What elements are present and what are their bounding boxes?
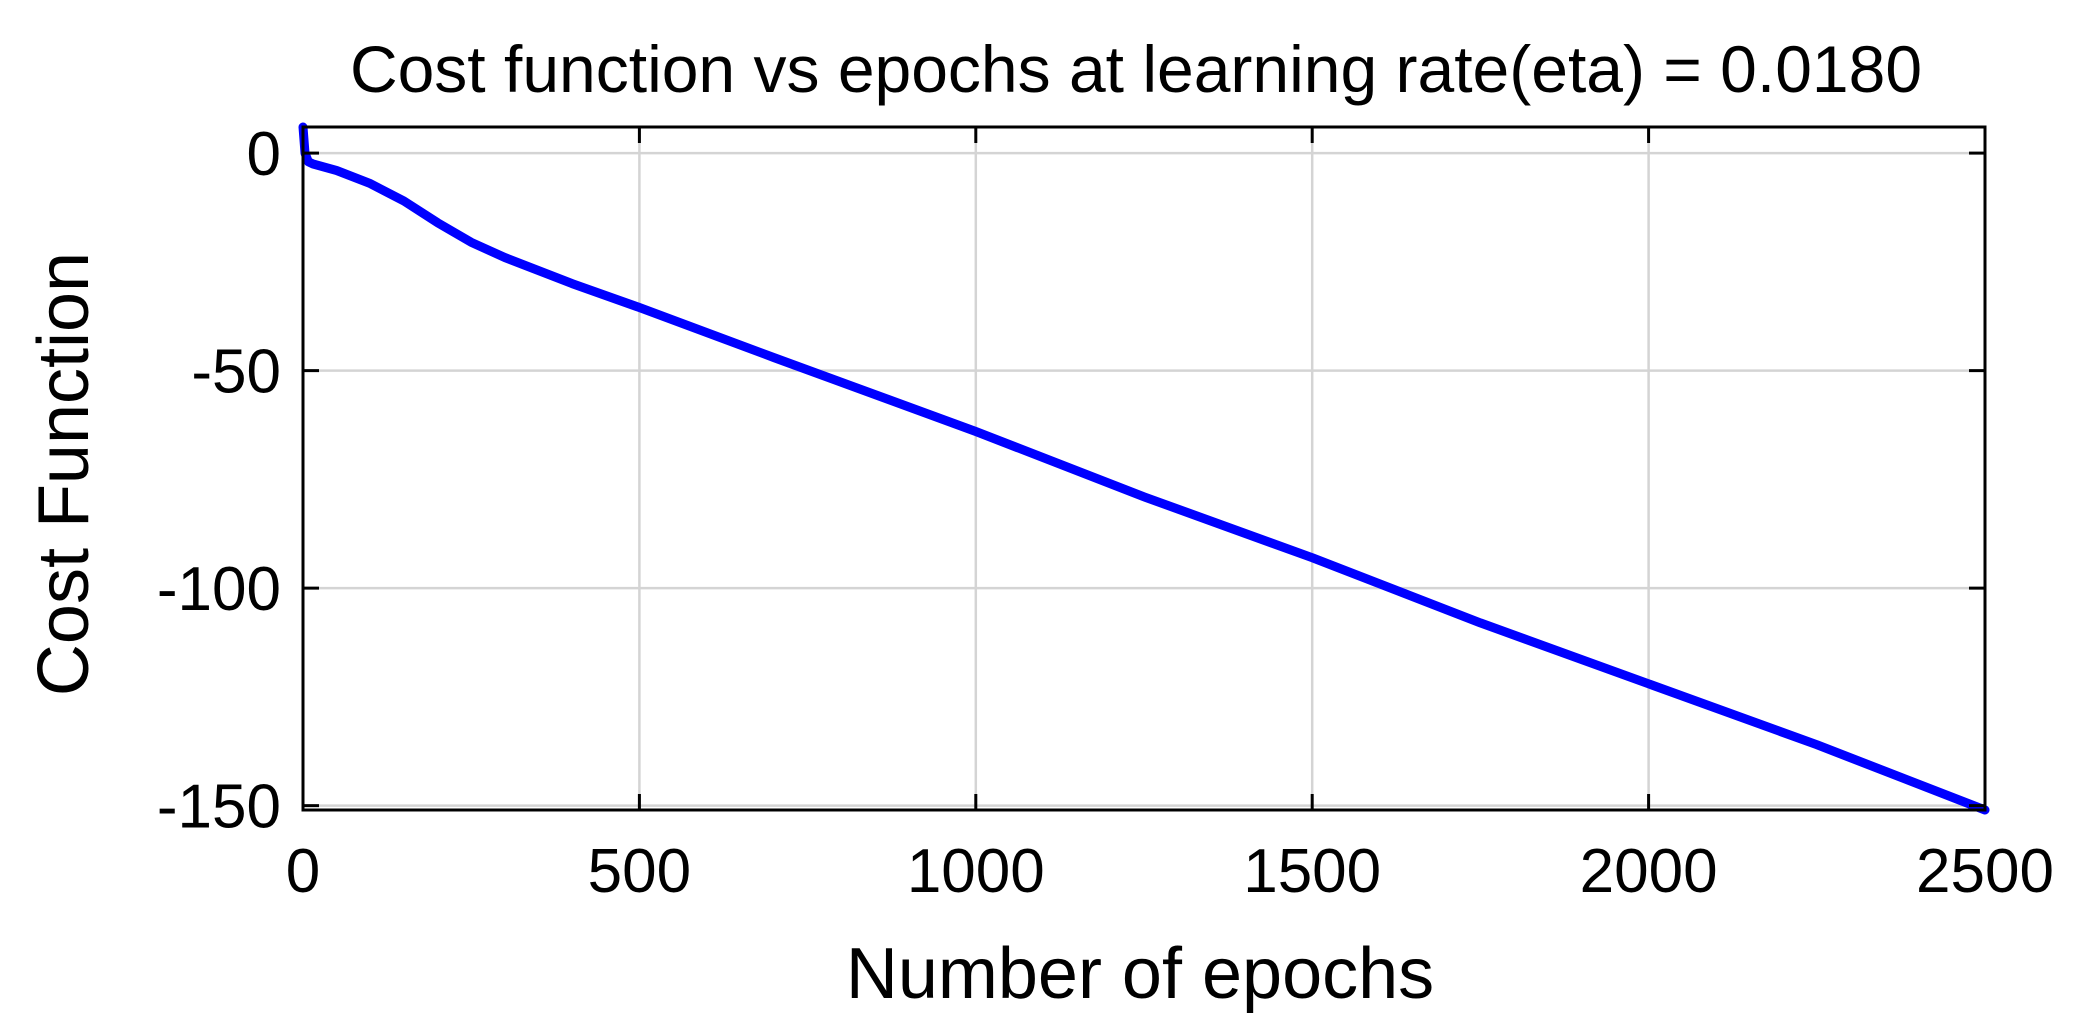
cost-series-line xyxy=(298,122,1990,815)
grid-layer xyxy=(303,127,1985,810)
y-tick-label: -100 xyxy=(157,555,281,624)
tick-layer xyxy=(301,127,1987,810)
x-tick-label: 2500 xyxy=(1916,837,2054,906)
x-tick-label: 2000 xyxy=(1580,837,1718,906)
y-tick-labels: 0 -50 -100 -150 xyxy=(157,120,281,842)
y-tick-label: -50 xyxy=(191,338,281,407)
x-tick-label: 500 xyxy=(588,837,691,906)
y-tick-label: 0 xyxy=(247,120,281,189)
y-tick-label: -150 xyxy=(157,773,281,842)
plot-frame xyxy=(301,125,1987,812)
chart-title: Cost function vs epochs at learning rate… xyxy=(350,32,1922,106)
x-tick-label: 1000 xyxy=(907,837,1045,906)
series-layer xyxy=(298,122,1990,815)
y-axis-label: Cost Function xyxy=(24,252,104,696)
x-tick-labels: 0 500 1000 1500 2000 2500 xyxy=(286,837,2054,906)
x-axis-label: Number of epochs xyxy=(846,934,1434,1014)
x-tick-label: 1500 xyxy=(1243,837,1381,906)
x-tick-label: 0 xyxy=(286,837,320,906)
